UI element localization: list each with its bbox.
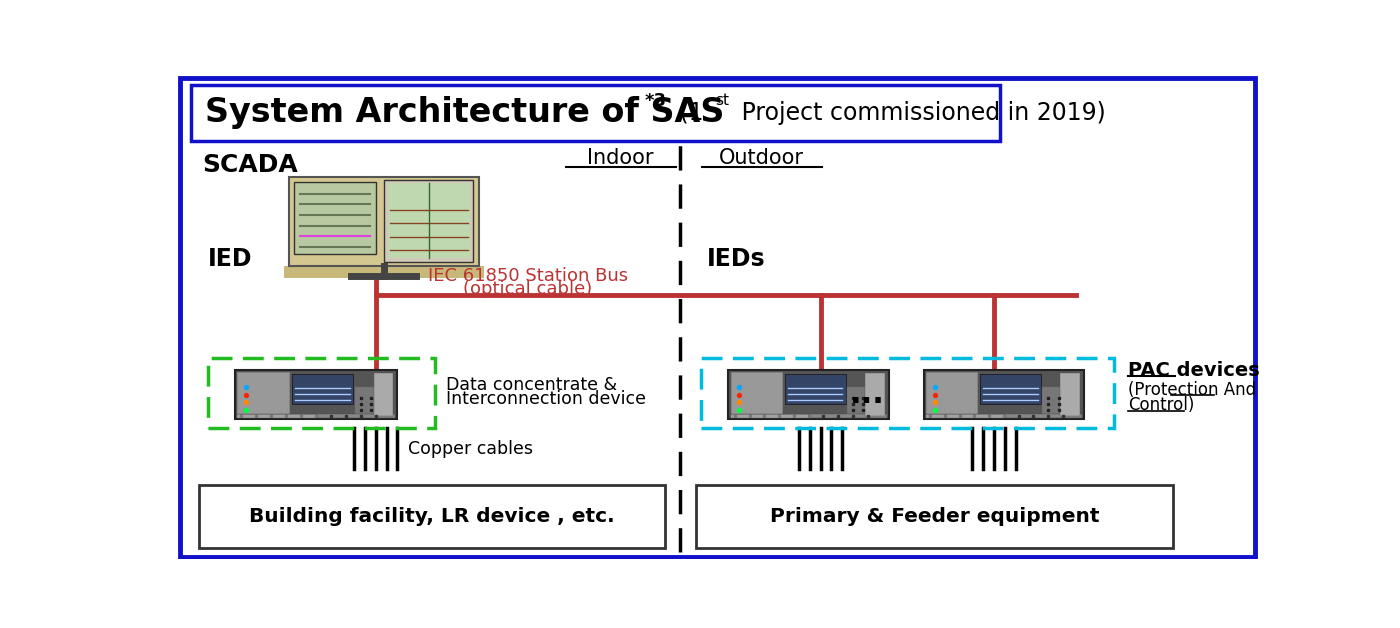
- Text: st: st: [715, 94, 729, 109]
- Text: Control): Control): [1127, 396, 1194, 414]
- FancyBboxPatch shape: [237, 415, 318, 418]
- Text: (Protection And: (Protection And: [1127, 381, 1256, 399]
- FancyBboxPatch shape: [199, 485, 665, 548]
- FancyBboxPatch shape: [388, 183, 470, 257]
- FancyBboxPatch shape: [181, 78, 1254, 556]
- Text: ...: ...: [850, 380, 885, 409]
- FancyBboxPatch shape: [925, 415, 1007, 418]
- FancyBboxPatch shape: [731, 372, 783, 415]
- FancyBboxPatch shape: [237, 372, 288, 415]
- FancyBboxPatch shape: [385, 180, 473, 263]
- Text: Building facility, LR device , etc.: Building facility, LR device , etc.: [249, 507, 615, 526]
- FancyBboxPatch shape: [294, 181, 375, 254]
- FancyBboxPatch shape: [288, 177, 479, 266]
- Text: PAC devices: PAC devices: [1127, 361, 1260, 380]
- Text: IEDs: IEDs: [707, 247, 766, 271]
- Text: (1: (1: [672, 100, 703, 124]
- FancyBboxPatch shape: [980, 374, 1040, 404]
- FancyBboxPatch shape: [1060, 373, 1079, 416]
- FancyBboxPatch shape: [865, 373, 885, 416]
- Text: Copper cables: Copper cables: [409, 440, 533, 458]
- FancyBboxPatch shape: [731, 414, 886, 418]
- Text: SCADA: SCADA: [202, 153, 298, 177]
- FancyBboxPatch shape: [696, 485, 1173, 548]
- FancyBboxPatch shape: [291, 374, 353, 404]
- FancyBboxPatch shape: [731, 415, 811, 418]
- FancyBboxPatch shape: [192, 85, 1000, 141]
- FancyBboxPatch shape: [925, 414, 1082, 418]
- FancyBboxPatch shape: [847, 387, 869, 414]
- FancyBboxPatch shape: [1043, 387, 1065, 414]
- Text: Outdoor: Outdoor: [718, 148, 804, 168]
- Text: IEC 61850 Station Bus: IEC 61850 Station Bus: [427, 267, 627, 285]
- FancyBboxPatch shape: [924, 371, 1084, 419]
- FancyBboxPatch shape: [237, 414, 395, 418]
- Text: IED: IED: [207, 247, 252, 271]
- Text: Project commissioned in 2019): Project commissioned in 2019): [734, 100, 1106, 124]
- Text: System Architecture of SAS: System Architecture of SAS: [206, 96, 725, 129]
- FancyBboxPatch shape: [235, 371, 398, 419]
- Text: Indoor: Indoor: [587, 148, 652, 168]
- Text: Interconnection device: Interconnection device: [447, 391, 647, 408]
- Text: (optical cable): (optical cable): [463, 280, 592, 298]
- FancyBboxPatch shape: [374, 373, 393, 416]
- FancyBboxPatch shape: [356, 387, 378, 414]
- FancyBboxPatch shape: [925, 372, 977, 415]
- Text: Primary & Feeder equipment: Primary & Feeder equipment: [770, 507, 1099, 526]
- Text: Data concentrate &: Data concentrate &: [447, 376, 617, 394]
- FancyBboxPatch shape: [784, 374, 846, 404]
- Text: *3: *3: [645, 92, 666, 110]
- FancyBboxPatch shape: [283, 266, 484, 278]
- FancyBboxPatch shape: [728, 371, 889, 419]
